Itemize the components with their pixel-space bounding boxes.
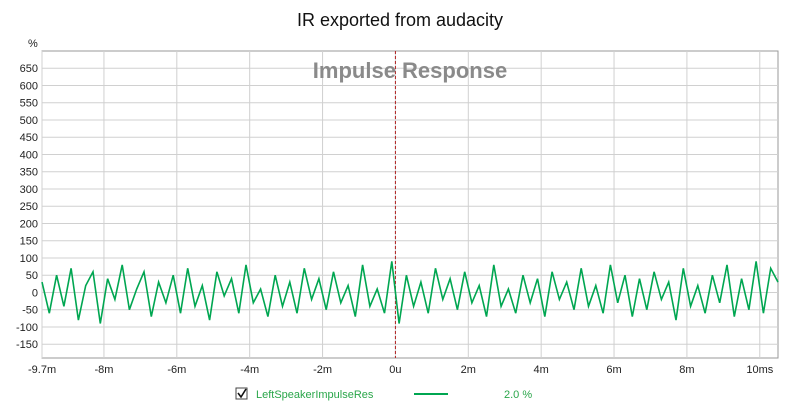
y-tick-label: -150 <box>16 339 38 351</box>
x-tick-label: 8m <box>679 364 694 376</box>
x-tick-label: 4m <box>534 364 549 376</box>
y-tick-label: 500 <box>20 115 38 127</box>
x-tick-label: -8m <box>94 364 113 376</box>
y-tick-label: 350 <box>20 167 38 179</box>
y-axis-ticks: 650600550500450400350300250200150100500-… <box>16 63 38 351</box>
legend-scale-label: 2.0 % <box>504 389 532 401</box>
y-tick-label: 0 <box>32 287 38 299</box>
x-tick-label: -2m <box>313 364 332 376</box>
checkmark-icon <box>237 388 247 399</box>
y-tick-label: 50 <box>26 270 38 282</box>
y-tick-label: 450 <box>20 132 38 144</box>
y-tick-label: -50 <box>22 305 38 317</box>
plot-area <box>41 50 779 359</box>
legend-checkbox[interactable] <box>235 387 248 400</box>
series-line-LeftSpeakerImpulseRes <box>41 261 779 324</box>
y-tick-label: 600 <box>20 80 38 92</box>
y-tick-label: 100 <box>20 253 38 265</box>
chart-watermark: Impulse Response <box>313 58 507 83</box>
x-tick-label: 0u <box>389 364 401 376</box>
y-unit-label: % <box>28 38 38 50</box>
grid-lines <box>41 51 778 358</box>
y-tick-label: 300 <box>20 184 38 196</box>
legend-series-label[interactable]: LeftSpeakerImpulseRes <box>256 389 374 401</box>
series-layer <box>41 261 779 324</box>
x-tick-label: 10ms <box>746 364 773 376</box>
legend: LeftSpeakerImpulseRes 2.0 % <box>235 387 532 401</box>
y-tick-label: 650 <box>20 63 38 75</box>
x-tick-label: 6m <box>606 364 621 376</box>
y-tick-label: -100 <box>16 322 38 334</box>
x-tick-label: -4m <box>240 364 259 376</box>
y-tick-label: 150 <box>20 236 38 248</box>
y-tick-label: 200 <box>20 218 38 230</box>
y-tick-label: 550 <box>20 98 38 110</box>
x-tick-label: -9.7m <box>28 364 56 376</box>
x-axis-ticks: -9.7m -8m -6m -4m -2m 0u 2m 4m 6m 8m 10ms <box>28 364 774 376</box>
x-tick-label: 2m <box>461 364 476 376</box>
y-tick-label: 400 <box>20 149 38 161</box>
y-tick-label: 250 <box>20 201 38 213</box>
chart-title: IR exported from audacity <box>297 10 503 30</box>
x-tick-label: -6m <box>167 364 186 376</box>
